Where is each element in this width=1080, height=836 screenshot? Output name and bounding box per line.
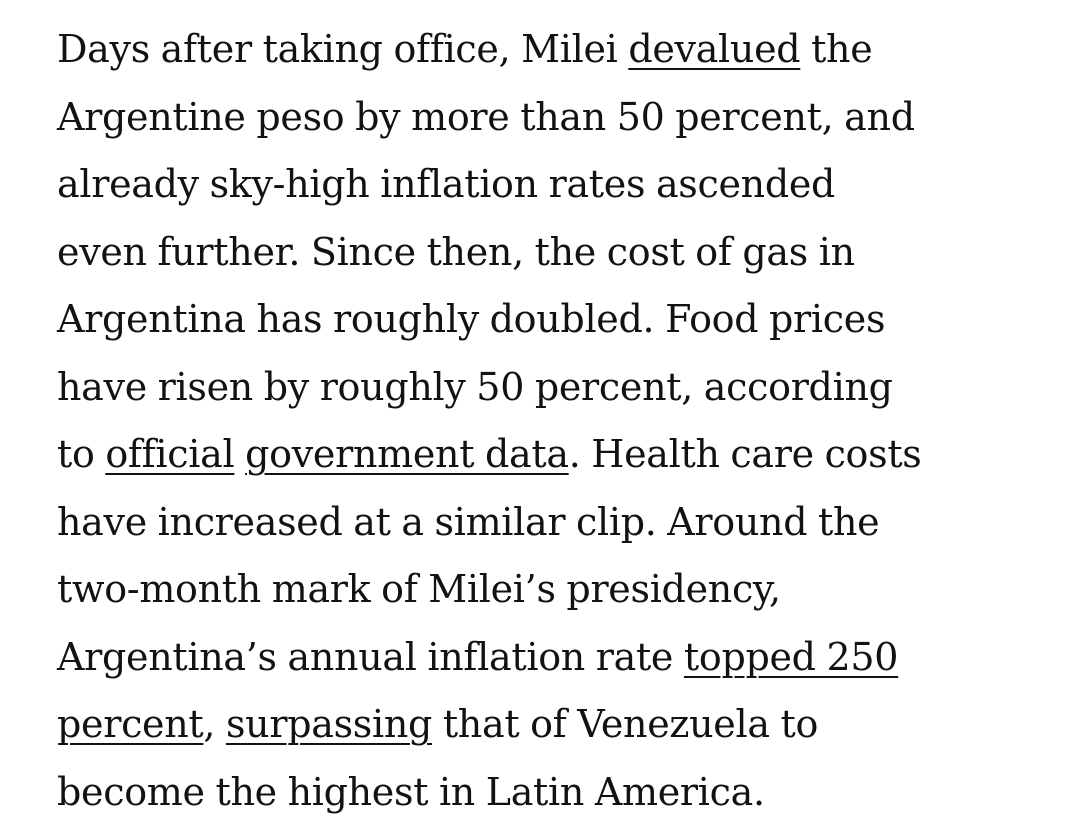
text-run: that of Venezuela to — [432, 702, 819, 746]
link-official[interactable]: official — [105, 432, 235, 476]
article-paragraph: Days after taking office, Milei devalued… — [57, 16, 1062, 826]
link-surpassing[interactable]: surpassing — [225, 702, 433, 746]
text-run: Argentina’s annual inflation rate — [57, 634, 684, 679]
text-line: percent, surpassing that of Venezuela to — [57, 691, 1062, 759]
text-line: Days after taking office, Milei devalued… — [57, 16, 1062, 84]
link-devalued[interactable]: devalued — [628, 27, 801, 71]
text-line: become the highest in Latin America. — [57, 769, 765, 814]
text-line: Argentina has roughly doubled. Food pric… — [57, 297, 886, 341]
link-topped-250-percent[interactable]: topped 250 — [683, 634, 899, 679]
text-line: to official government data. Health care… — [57, 421, 1062, 489]
text-line: Argentina’s annual inflation rate topped… — [57, 624, 1062, 692]
text-run — [234, 432, 245, 476]
text-line: two-month mark of Milei’s presidency, — [57, 567, 781, 611]
text-line: have risen by roughly 50 percent, accord… — [57, 364, 893, 409]
text-run: Days after taking office, Milei — [57, 27, 629, 71]
text-line: have increased at a similar clip. Around… — [57, 499, 880, 544]
text-line: Argentine peso by more than 50 percent, … — [57, 94, 915, 139]
link-topped-250-percent-cont[interactable]: percent — [57, 702, 204, 746]
text-line: already sky-high inflation rates ascende… — [57, 162, 836, 206]
text-run: . Health care costs — [568, 432, 922, 476]
text-run: to — [57, 432, 106, 476]
text-run: , — [203, 702, 226, 746]
text-run: the — [800, 27, 873, 71]
link-government-data[interactable]: government data — [245, 432, 569, 476]
text-line: even further. Since then, the cost of ga… — [57, 229, 855, 274]
